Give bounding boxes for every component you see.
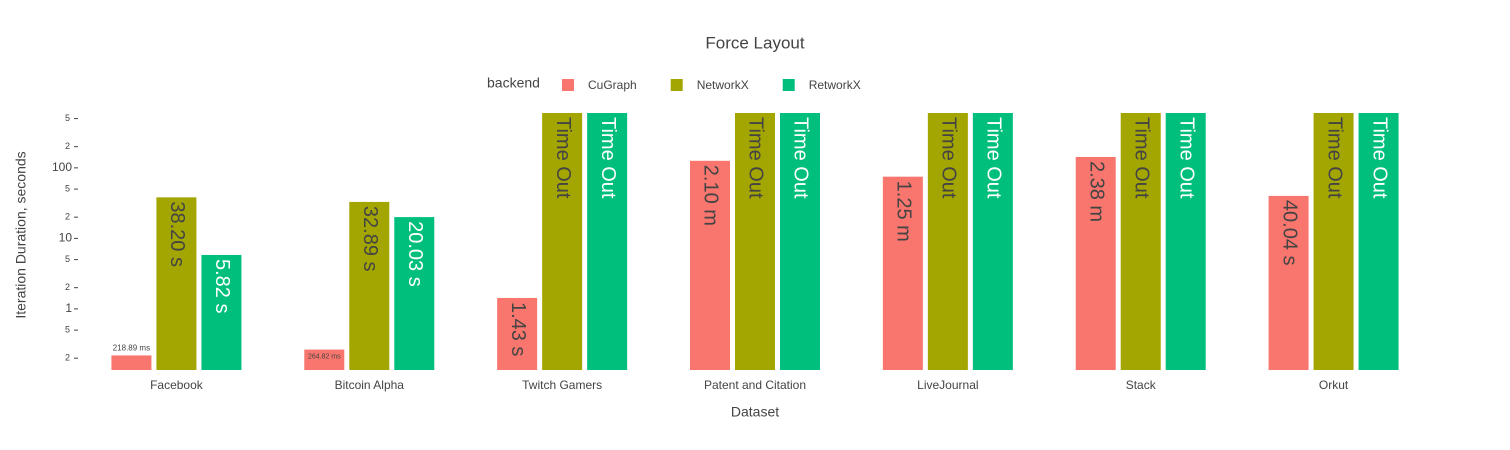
bar [1120, 113, 1161, 370]
value-label: 5.82 s [211, 259, 233, 313]
x-tick-label: Twitch Gamers [522, 378, 602, 392]
legend-entry: CuGraph [588, 78, 637, 92]
legend-title: backend [487, 75, 540, 91]
x-tick-label: Facebook [150, 378, 204, 392]
bar [394, 217, 435, 370]
x-tick-label: Stack [1126, 378, 1157, 392]
x-tick-label: Orkut [1319, 378, 1349, 392]
bar [1268, 195, 1309, 370]
value-label: 218.89 ms [113, 344, 150, 353]
chart-title: Force Layout [705, 33, 804, 52]
value-label: 20.03 s [404, 221, 426, 287]
value-label: Time Out [1368, 117, 1390, 199]
y-tick-label: 5 [65, 254, 70, 264]
legend-swatch [670, 79, 683, 91]
bar [1313, 113, 1354, 370]
bar [735, 113, 775, 370]
y-tick-label: 2 [65, 353, 70, 363]
value-label: 38.20 s [166, 201, 188, 267]
x-tick-label: Patent and Citation [704, 378, 806, 392]
value-label: 2.10 m [700, 165, 722, 226]
legend-swatch [782, 79, 795, 91]
value-label: 1.25 m [893, 181, 915, 242]
x-axis-title: Dataset [731, 404, 779, 420]
y-tick-label: 5 [65, 183, 70, 193]
value-label: Time Out [745, 117, 767, 199]
y-tick-label: 5 [65, 113, 70, 123]
bar [497, 297, 538, 370]
y-tick-label: 2 [65, 282, 70, 292]
legend-entry: NetworkX [697, 78, 749, 92]
y-tick-label: 100 [52, 160, 72, 174]
bar [972, 113, 1013, 370]
value-label: Time Out [938, 117, 960, 199]
value-label: 1.43 s [507, 302, 529, 356]
bar [927, 113, 968, 370]
value-label: 40.04 s [1278, 200, 1300, 266]
bar [587, 113, 628, 370]
x-tick-label: LiveJournal [917, 378, 978, 392]
x-tick-label: Bitcoin Alpha [335, 378, 405, 392]
y-tick-label: 10 [59, 231, 73, 245]
value-label: 264.82 ms [308, 353, 341, 360]
bar [201, 254, 242, 370]
bar [111, 355, 152, 370]
legend-entry: RetworkX [809, 78, 861, 92]
value-label: 32.89 s [359, 206, 381, 272]
value-label: Time Out [1323, 117, 1345, 199]
y-axis-title: Iteration Duration, seconds [13, 151, 29, 318]
y-tick-label: 2 [65, 212, 70, 222]
bar [780, 113, 820, 370]
bar [542, 113, 583, 370]
legend-swatch [562, 79, 574, 91]
bar [1075, 156, 1116, 370]
bar [156, 197, 197, 370]
value-label: Time Out [983, 117, 1005, 199]
value-label: Time Out [1175, 117, 1197, 199]
y-tick-label: 1 [65, 301, 72, 315]
bar [1358, 113, 1399, 370]
value-label: Time Out [552, 117, 574, 199]
value-label: 2.38 m [1085, 161, 1107, 222]
value-label: Time Out [1130, 117, 1152, 199]
bar [690, 160, 730, 370]
value-label: Time Out [597, 117, 619, 199]
bar [349, 201, 390, 370]
y-tick-label: 5 [65, 325, 70, 335]
bar [304, 349, 345, 370]
y-tick-label: 2 [65, 141, 70, 151]
bar [882, 176, 923, 370]
bar [1165, 113, 1206, 370]
value-label: Time Out [790, 117, 812, 199]
